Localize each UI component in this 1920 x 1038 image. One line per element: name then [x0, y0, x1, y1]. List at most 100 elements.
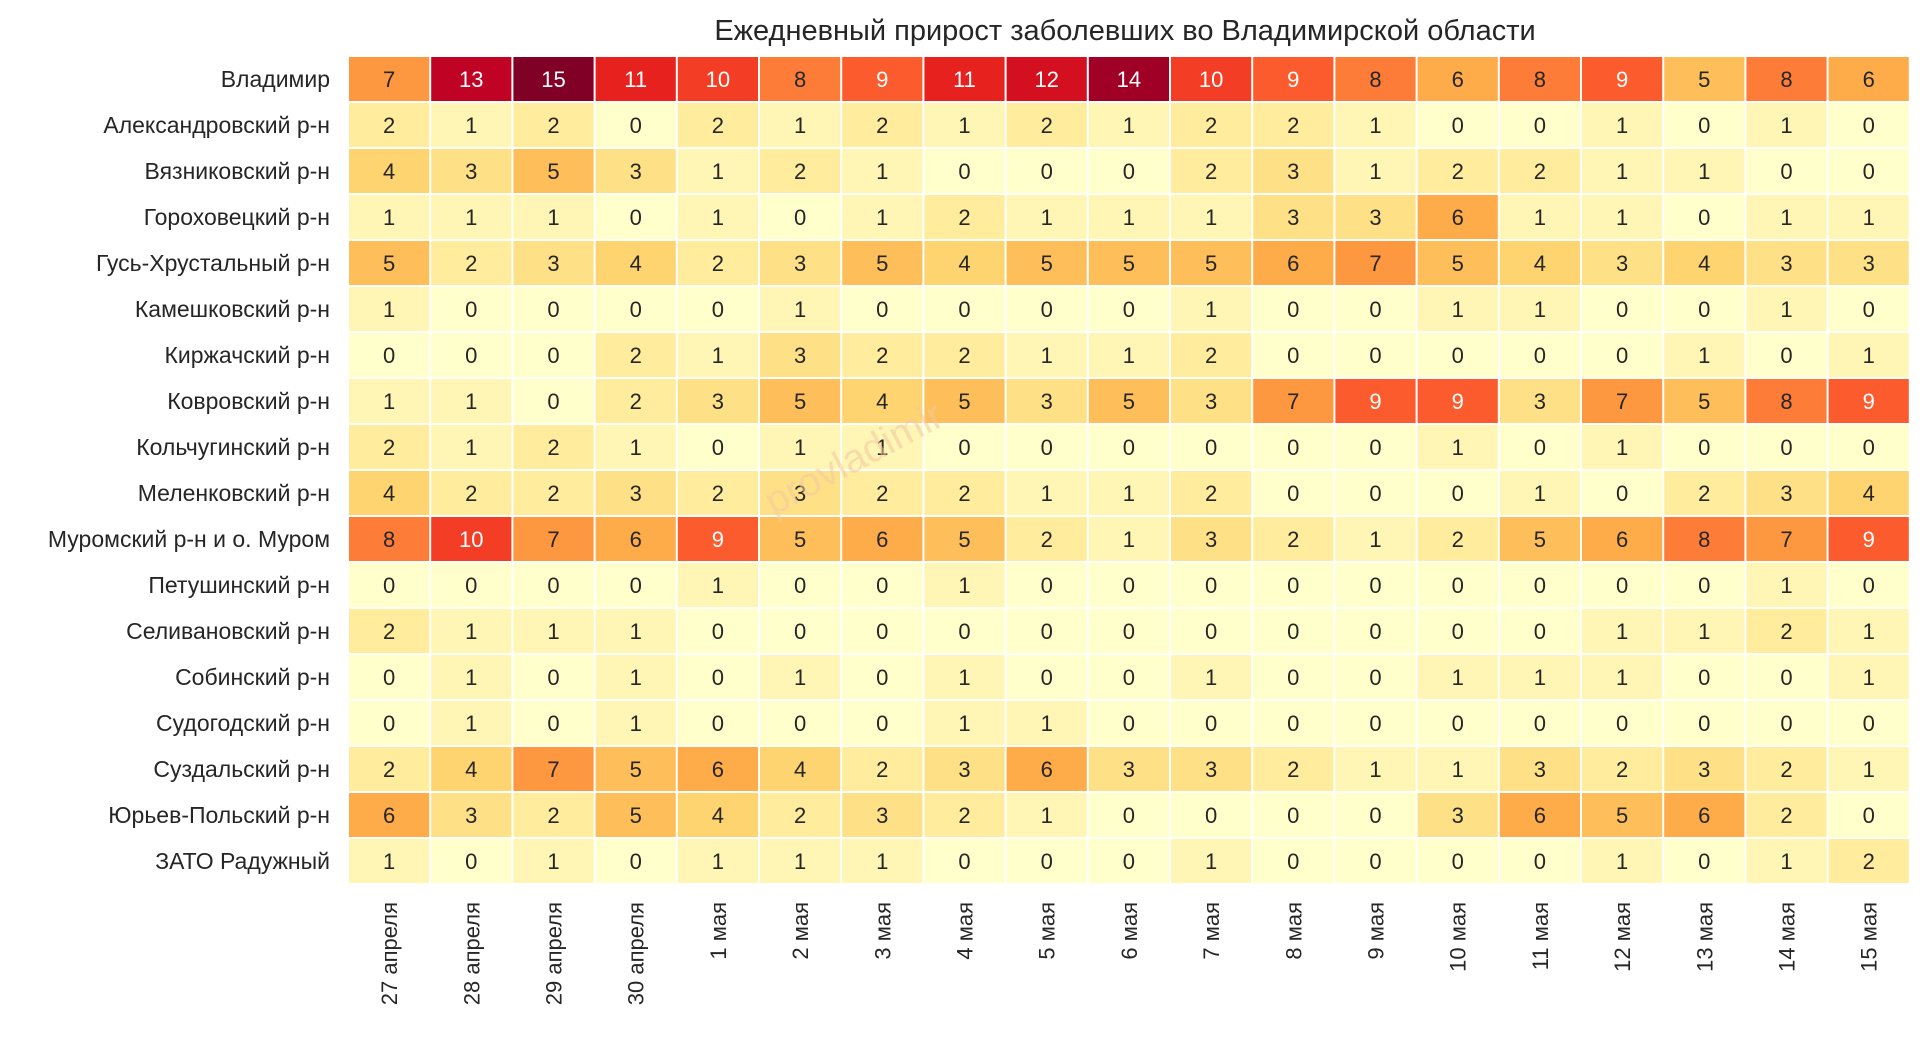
heatmap-cell-value: 0	[1863, 573, 1875, 598]
heatmap-cell-value: 8	[383, 527, 395, 552]
heatmap-cell-value: 0	[1780, 435, 1792, 460]
heatmap-cell	[1088, 57, 1169, 101]
heatmap-cell	[1253, 655, 1334, 699]
heatmap-cell-value: 0	[1863, 297, 1875, 322]
heatmap-cell	[1828, 379, 1909, 423]
heatmap-cell	[1499, 287, 1580, 331]
heatmap-cell	[1582, 379, 1663, 423]
heatmap-cell	[513, 57, 594, 101]
heatmap-cell	[1006, 57, 1087, 101]
heatmap-cell-value: 0	[1205, 573, 1217, 598]
heatmap-cell-value: 1	[876, 159, 888, 184]
heatmap-cell	[1171, 57, 1252, 101]
heatmap-cell-value: 2	[958, 803, 970, 828]
row-label: Гусь-Хрустальный р-н	[96, 250, 330, 276]
heatmap-cell	[1088, 103, 1169, 147]
chart-title: Ежедневный прирост заболевших во Владими…	[714, 15, 1535, 47]
heatmap-cell	[1253, 287, 1334, 331]
heatmap-cell-value: 3	[1041, 389, 1053, 414]
heatmap-cell-value: 0	[383, 711, 395, 736]
heatmap-cell-value: 8	[1698, 527, 1710, 552]
heatmap-cell-value: 6	[1616, 527, 1628, 552]
heatmap-cell-value: 0	[1041, 435, 1053, 460]
heatmap-cell	[1582, 839, 1663, 883]
heatmap-cell	[349, 195, 430, 239]
heatmap-cell-value: 5	[1452, 251, 1464, 276]
heatmap-cell	[595, 149, 676, 193]
heatmap-cell	[431, 103, 512, 147]
heatmap-cell-value: 0	[1123, 711, 1135, 736]
heatmap-cell-value: 1	[794, 665, 806, 690]
heatmap-cell	[513, 839, 594, 883]
heatmap-cell	[1828, 195, 1909, 239]
heatmap-cell-value: 4	[712, 803, 724, 828]
heatmap-cell	[1582, 57, 1663, 101]
heatmap-cell	[595, 793, 676, 837]
heatmap-cell-value: 2	[876, 113, 888, 138]
heatmap-cell-value: 0	[1205, 435, 1217, 460]
heatmap-cell	[1335, 839, 1416, 883]
heatmap-cell	[431, 747, 512, 791]
heatmap-cell	[431, 793, 512, 837]
heatmap-cell-value: 3	[794, 343, 806, 368]
heatmap-cell	[1006, 425, 1087, 469]
heatmap-cell	[349, 425, 430, 469]
heatmap-cell-value: 0	[630, 113, 642, 138]
heatmap-cell-value: 2	[383, 757, 395, 782]
heatmap-cell-value: 0	[1287, 849, 1299, 874]
row-label: Владимир	[221, 66, 330, 92]
heatmap-cell-value: 1	[383, 849, 395, 874]
heatmap-cell	[924, 333, 1005, 377]
heatmap-cell-value: 0	[1863, 159, 1875, 184]
heatmap-cell-value: 1	[1041, 205, 1053, 230]
heatmap-cell-value: 0	[794, 619, 806, 644]
heatmap-cell	[760, 425, 841, 469]
heatmap-cell-value: 1	[630, 711, 642, 736]
heatmap-cell-value: 0	[1287, 573, 1299, 598]
heatmap-cell	[842, 287, 923, 331]
heatmap-cell	[1006, 333, 1087, 377]
heatmap-cell-value: 1	[1123, 113, 1135, 138]
heatmap-cell	[1828, 655, 1909, 699]
heatmap-cell-value: 0	[876, 297, 888, 322]
heatmap-cell	[1253, 195, 1334, 239]
heatmap-cell-value: 9	[1287, 67, 1299, 92]
heatmap-cell-value: 0	[1287, 435, 1299, 460]
heatmap-cell-value: 3	[1534, 389, 1546, 414]
heatmap-cell-value: 1	[1698, 159, 1710, 184]
heatmap-cell-value: 1	[712, 205, 724, 230]
heatmap-cell	[1746, 655, 1827, 699]
heatmap-cell-value: 1	[876, 205, 888, 230]
heatmap-cell	[924, 241, 1005, 285]
heatmap-cell	[1253, 425, 1334, 469]
heatmap-cell	[349, 747, 430, 791]
heatmap-cell	[842, 793, 923, 837]
heatmap-cell-value: 0	[1369, 297, 1381, 322]
heatmap-cell	[431, 563, 512, 607]
heatmap-cell	[349, 517, 430, 561]
column-label: 3 мая	[870, 902, 895, 960]
heatmap-cell-value: 3	[958, 757, 970, 782]
heatmap-cell-value: 1	[876, 849, 888, 874]
heatmap-cell	[1171, 471, 1252, 515]
heatmap-cell	[1088, 793, 1169, 837]
column-label: 12 мая	[1610, 902, 1635, 972]
heatmap-cell-value: 1	[1205, 205, 1217, 230]
heatmap-cell-value: 0	[1287, 343, 1299, 368]
heatmap-cell	[1006, 103, 1087, 147]
heatmap-cell	[1335, 425, 1416, 469]
heatmap-cell-value: 0	[712, 435, 724, 460]
heatmap-cell	[1582, 333, 1663, 377]
heatmap-cell	[1171, 333, 1252, 377]
heatmap-cell	[1417, 425, 1498, 469]
heatmap-cell-value: 1	[1863, 619, 1875, 644]
heatmap-cell	[1006, 609, 1087, 653]
heatmap-cell-value: 1	[1780, 573, 1792, 598]
heatmap-cell	[1582, 563, 1663, 607]
heatmap-cell	[431, 701, 512, 745]
heatmap-cell-value: 0	[547, 573, 559, 598]
heatmap-cell	[842, 195, 923, 239]
heatmap-cell	[924, 793, 1005, 837]
heatmap-cell	[1253, 241, 1334, 285]
heatmap-cell-value: 0	[1698, 435, 1710, 460]
